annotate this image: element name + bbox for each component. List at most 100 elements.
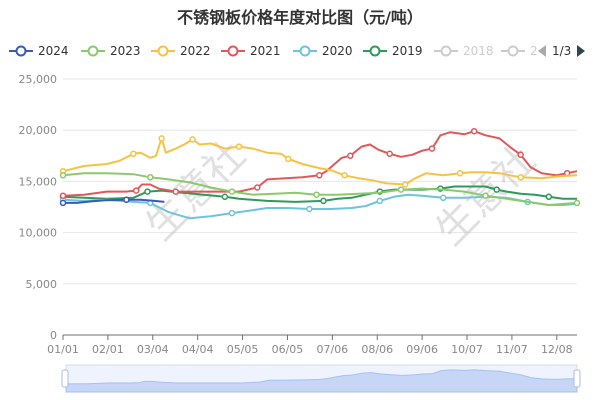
data-point — [439, 194, 447, 202]
series-2022 — [59, 135, 578, 188]
data-point — [517, 151, 524, 159]
y-tick-label: 15,000 — [19, 175, 58, 188]
legend-item-label: 2 — [530, 44, 538, 58]
legend-line-circle-icon — [293, 45, 317, 57]
data-point — [132, 187, 140, 194]
data-point — [254, 184, 261, 191]
legend-item-2[interactable]: 2 — [500, 40, 538, 62]
legend-item-label: 2023 — [110, 44, 141, 58]
data-point — [221, 193, 229, 201]
legend-line-circle-icon — [501, 45, 525, 57]
legend-item-label: 2022 — [180, 44, 211, 58]
series-line-2021 — [62, 130, 578, 197]
data-point — [320, 197, 327, 205]
zoom-handle-right[interactable] — [573, 369, 581, 388]
data-point — [545, 193, 553, 201]
data-point — [401, 181, 409, 188]
y-tick-label: 5,000 — [26, 278, 58, 291]
x-tick-label: 08/06 — [361, 343, 393, 356]
legend-line-circle-icon — [221, 45, 245, 57]
x-tick-label: 01/01 — [47, 343, 79, 356]
data-point — [456, 169, 464, 177]
zoom-preview-area — [65, 369, 578, 393]
data-point — [59, 199, 67, 207]
series-layer — [59, 127, 581, 220]
legend-item-2024[interactable]: 2024 — [8, 40, 69, 62]
data-point — [386, 150, 393, 158]
data-point — [228, 188, 236, 195]
data-point — [482, 192, 489, 199]
legend-pager: 1/3 — [538, 40, 586, 62]
series-line-2022 — [62, 137, 578, 186]
data-point — [347, 152, 354, 160]
y-tick-label: 10,000 — [19, 227, 58, 240]
legend-item-2018[interactable]: 2018 — [433, 40, 494, 62]
data-point — [316, 172, 323, 179]
legend-line-circle-icon — [363, 45, 387, 57]
data-point — [158, 135, 165, 142]
legend-item-2022[interactable]: 2022 — [150, 40, 211, 62]
legend-line-circle-icon — [81, 45, 105, 57]
data-point — [341, 172, 348, 179]
data-point — [573, 199, 581, 207]
series-2021 — [59, 127, 578, 199]
data-point — [517, 174, 524, 181]
grid — [63, 78, 577, 336]
legend: 1/3 2024 2023 2022 2021 2020 2019 2018 2 — [0, 40, 600, 62]
y-tick-label: 20,000 — [19, 124, 58, 137]
x-tick-label: 03/04 — [137, 343, 169, 356]
legend-line-circle-icon — [434, 45, 458, 57]
data-point — [306, 205, 313, 213]
data-point — [313, 191, 320, 198]
legend-line-circle-icon — [151, 45, 175, 57]
legend-item-label: 2018 — [463, 44, 494, 58]
x-tick-label: 05/05 — [227, 343, 259, 356]
legend-page-indicator: 1/3 — [552, 44, 572, 58]
legend-item-2019[interactable]: 2019 — [362, 40, 423, 62]
legend-item-2020[interactable]: 2020 — [292, 40, 353, 62]
data-point — [376, 197, 384, 205]
legend-line-circle-icon — [9, 45, 33, 57]
zoom-handle-left[interactable] — [61, 369, 69, 388]
data-point — [235, 143, 243, 150]
series-line-2019 — [62, 185, 577, 203]
chart-title: 不锈钢板价格年度对比图（元/吨） — [177, 8, 423, 27]
series-2024 — [59, 196, 165, 207]
y-tick-label: 25,000 — [19, 73, 58, 86]
triangle-left-icon[interactable] — [538, 45, 546, 57]
legend-item-label: 2021 — [250, 44, 281, 58]
y-tick-label: 0 — [50, 329, 57, 342]
legend-item-label: 2019 — [392, 44, 423, 58]
data-point — [172, 188, 179, 195]
series-line-2024 — [63, 198, 165, 204]
data-point — [59, 192, 67, 199]
triangle-right-icon[interactable] — [577, 45, 586, 57]
data-point — [123, 196, 130, 204]
data-point — [228, 209, 236, 217]
legend-item-2023[interactable]: 2023 — [80, 40, 141, 62]
data-point — [189, 136, 196, 143]
data-point — [130, 150, 137, 158]
data-point — [493, 186, 500, 193]
data-point — [59, 172, 67, 179]
data-point — [428, 145, 436, 152]
x-tick-label: 10/07 — [451, 343, 483, 356]
y-axis: 0 5,000 10,000 15,000 20,000 25,000 — [19, 73, 58, 342]
x-tick-label: 06/05 — [272, 343, 304, 356]
data-zoom-slider — [61, 364, 581, 393]
data-point — [397, 186, 405, 193]
legend-item-label: 2020 — [322, 44, 353, 58]
x-tick-label: 09/06 — [406, 343, 438, 356]
x-axis: 01/01 02/01 03/04 04/04 05/05 06/05 07/06 08/06… — [47, 335, 573, 356]
x-tick-label: 12/08 — [541, 343, 573, 356]
legend-item-2021[interactable]: 2021 — [220, 40, 281, 62]
data-point — [147, 174, 154, 181]
legend-item-label: 2024 — [38, 44, 69, 58]
data-point — [470, 127, 478, 135]
data-point — [144, 188, 151, 195]
x-tick-label: 04/04 — [182, 343, 214, 356]
x-tick-label: 07/06 — [316, 343, 348, 356]
series-2023 — [59, 172, 581, 207]
x-tick-label: 11/07 — [496, 343, 528, 356]
